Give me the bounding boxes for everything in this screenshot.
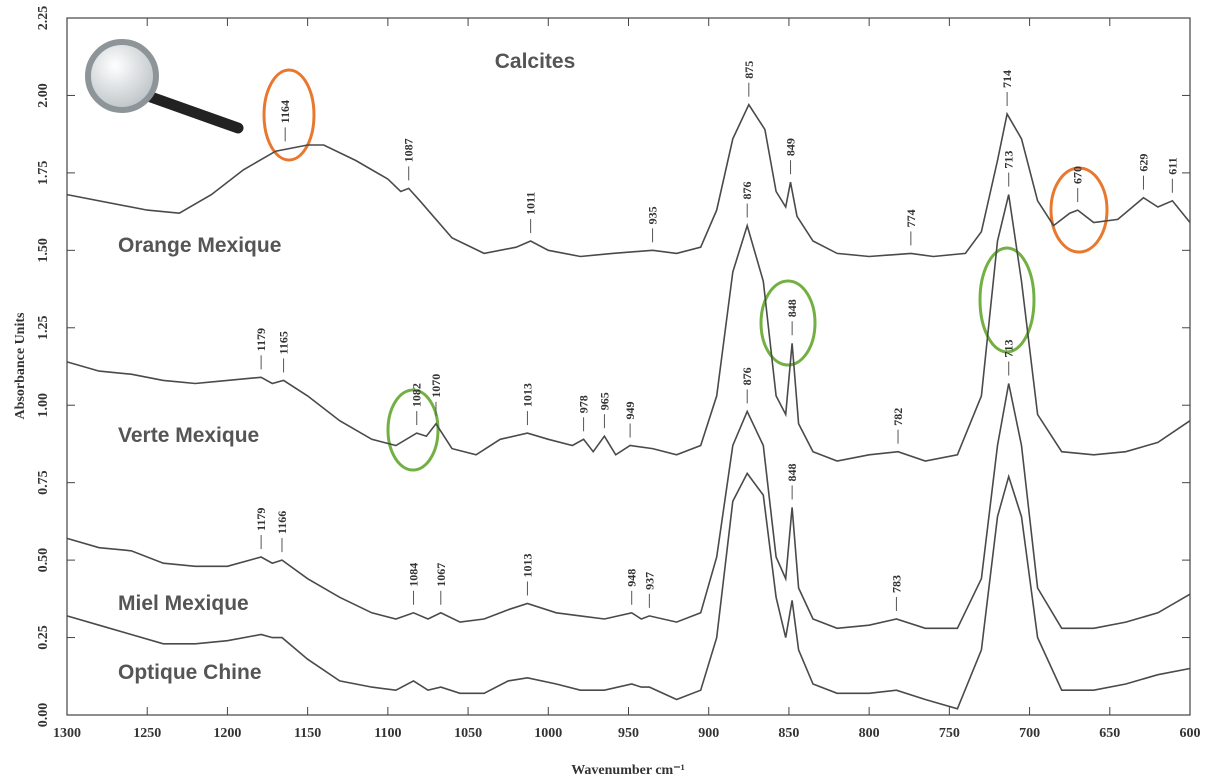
peak-label: 948	[625, 569, 639, 587]
y-tick-label: 2.00	[36, 83, 51, 108]
x-tick-label: 1000	[534, 726, 562, 741]
peak-label: 1013	[520, 553, 534, 577]
x-tick-label: 750	[939, 726, 960, 741]
peak-label: 1166	[275, 511, 289, 534]
peak-label: 782	[891, 408, 905, 426]
peak-label: 1179	[254, 508, 268, 531]
peak-label: 849	[784, 138, 798, 156]
peak-label: 876	[740, 182, 754, 200]
y-tick-label: 0.50	[36, 548, 51, 573]
series-label: Verte Mexique	[118, 424, 259, 447]
x-tick-label: 650	[1099, 726, 1120, 741]
peak-label: 611	[1165, 157, 1179, 174]
peak-label: 1070	[429, 374, 443, 398]
x-tick-label: 1100	[374, 726, 401, 741]
peak-label: 670	[1071, 166, 1085, 184]
peak-label: 1164	[278, 100, 292, 123]
peak-label: 848	[785, 299, 799, 317]
peak-label: 1087	[402, 138, 416, 162]
y-tick-label: 0.75	[36, 470, 51, 495]
y-tick-label: 1.25	[36, 316, 51, 341]
peak-label: 937	[642, 572, 656, 590]
peak-label: 949	[623, 401, 637, 419]
y-tick-label: 0.25	[36, 625, 51, 650]
peak-label: 1179	[254, 328, 268, 351]
series-label: Optique Chine	[118, 661, 262, 684]
peak-label: 935	[646, 206, 660, 224]
peak-label: 1011	[524, 192, 538, 215]
x-axis-label: Wavenumber cm⁻¹	[571, 763, 685, 778]
peak-label: 1165	[277, 331, 291, 354]
peak-label: 1082	[410, 383, 424, 407]
x-tick-label: 800	[859, 726, 880, 741]
series-label: Miel Mexique	[118, 592, 249, 615]
peak-label: 848	[785, 463, 799, 481]
spectrum-line	[66, 194, 1191, 462]
peak-label: 629	[1136, 154, 1150, 172]
x-tick-label: 850	[778, 726, 799, 741]
y-tick-label: 1.00	[36, 393, 51, 418]
peak-label: 774	[904, 209, 918, 227]
peak-label: 1084	[407, 563, 421, 587]
peak-label: 875	[742, 61, 756, 79]
peak-label: 876	[740, 367, 754, 385]
spectrum-line	[66, 103, 1191, 258]
y-tick-label: 1.50	[36, 238, 51, 262]
peak-label: 713	[1002, 340, 1016, 358]
x-tick-label: 700	[1019, 726, 1040, 741]
peak-label: 714	[1000, 70, 1014, 88]
peak-label: 1013	[520, 383, 534, 407]
peak-label: 783	[889, 575, 903, 593]
y-tick-label: 1.75	[36, 161, 51, 186]
peak-label: 978	[577, 395, 591, 413]
x-tick-label: 1300	[53, 726, 81, 741]
peak-label: 713	[1002, 151, 1016, 169]
magnifier-icon	[85, 39, 244, 134]
series-label: Orange Mexique	[118, 234, 281, 257]
x-tick-label: 600	[1180, 726, 1201, 741]
y-tick-label: 0.00	[36, 703, 51, 728]
x-tick-label: 900	[698, 726, 719, 741]
peak-label: 1067	[434, 563, 448, 587]
chart-title: Calcites	[495, 50, 576, 73]
y-tick-label: 2.25	[36, 6, 51, 31]
x-tick-label: 1250	[133, 726, 161, 741]
x-tick-label: 1200	[213, 726, 241, 741]
spectrum-line	[66, 383, 1191, 630]
x-tick-label: 1150	[294, 726, 321, 741]
spectrum-line	[66, 471, 1191, 710]
x-tick-label: 1050	[454, 726, 482, 741]
x-tick-label: 950	[618, 726, 639, 741]
highlight-ellipses	[262, 68, 1109, 472]
y-axis-label: Absorbance Units	[13, 312, 28, 420]
peak-label: 965	[597, 392, 611, 410]
